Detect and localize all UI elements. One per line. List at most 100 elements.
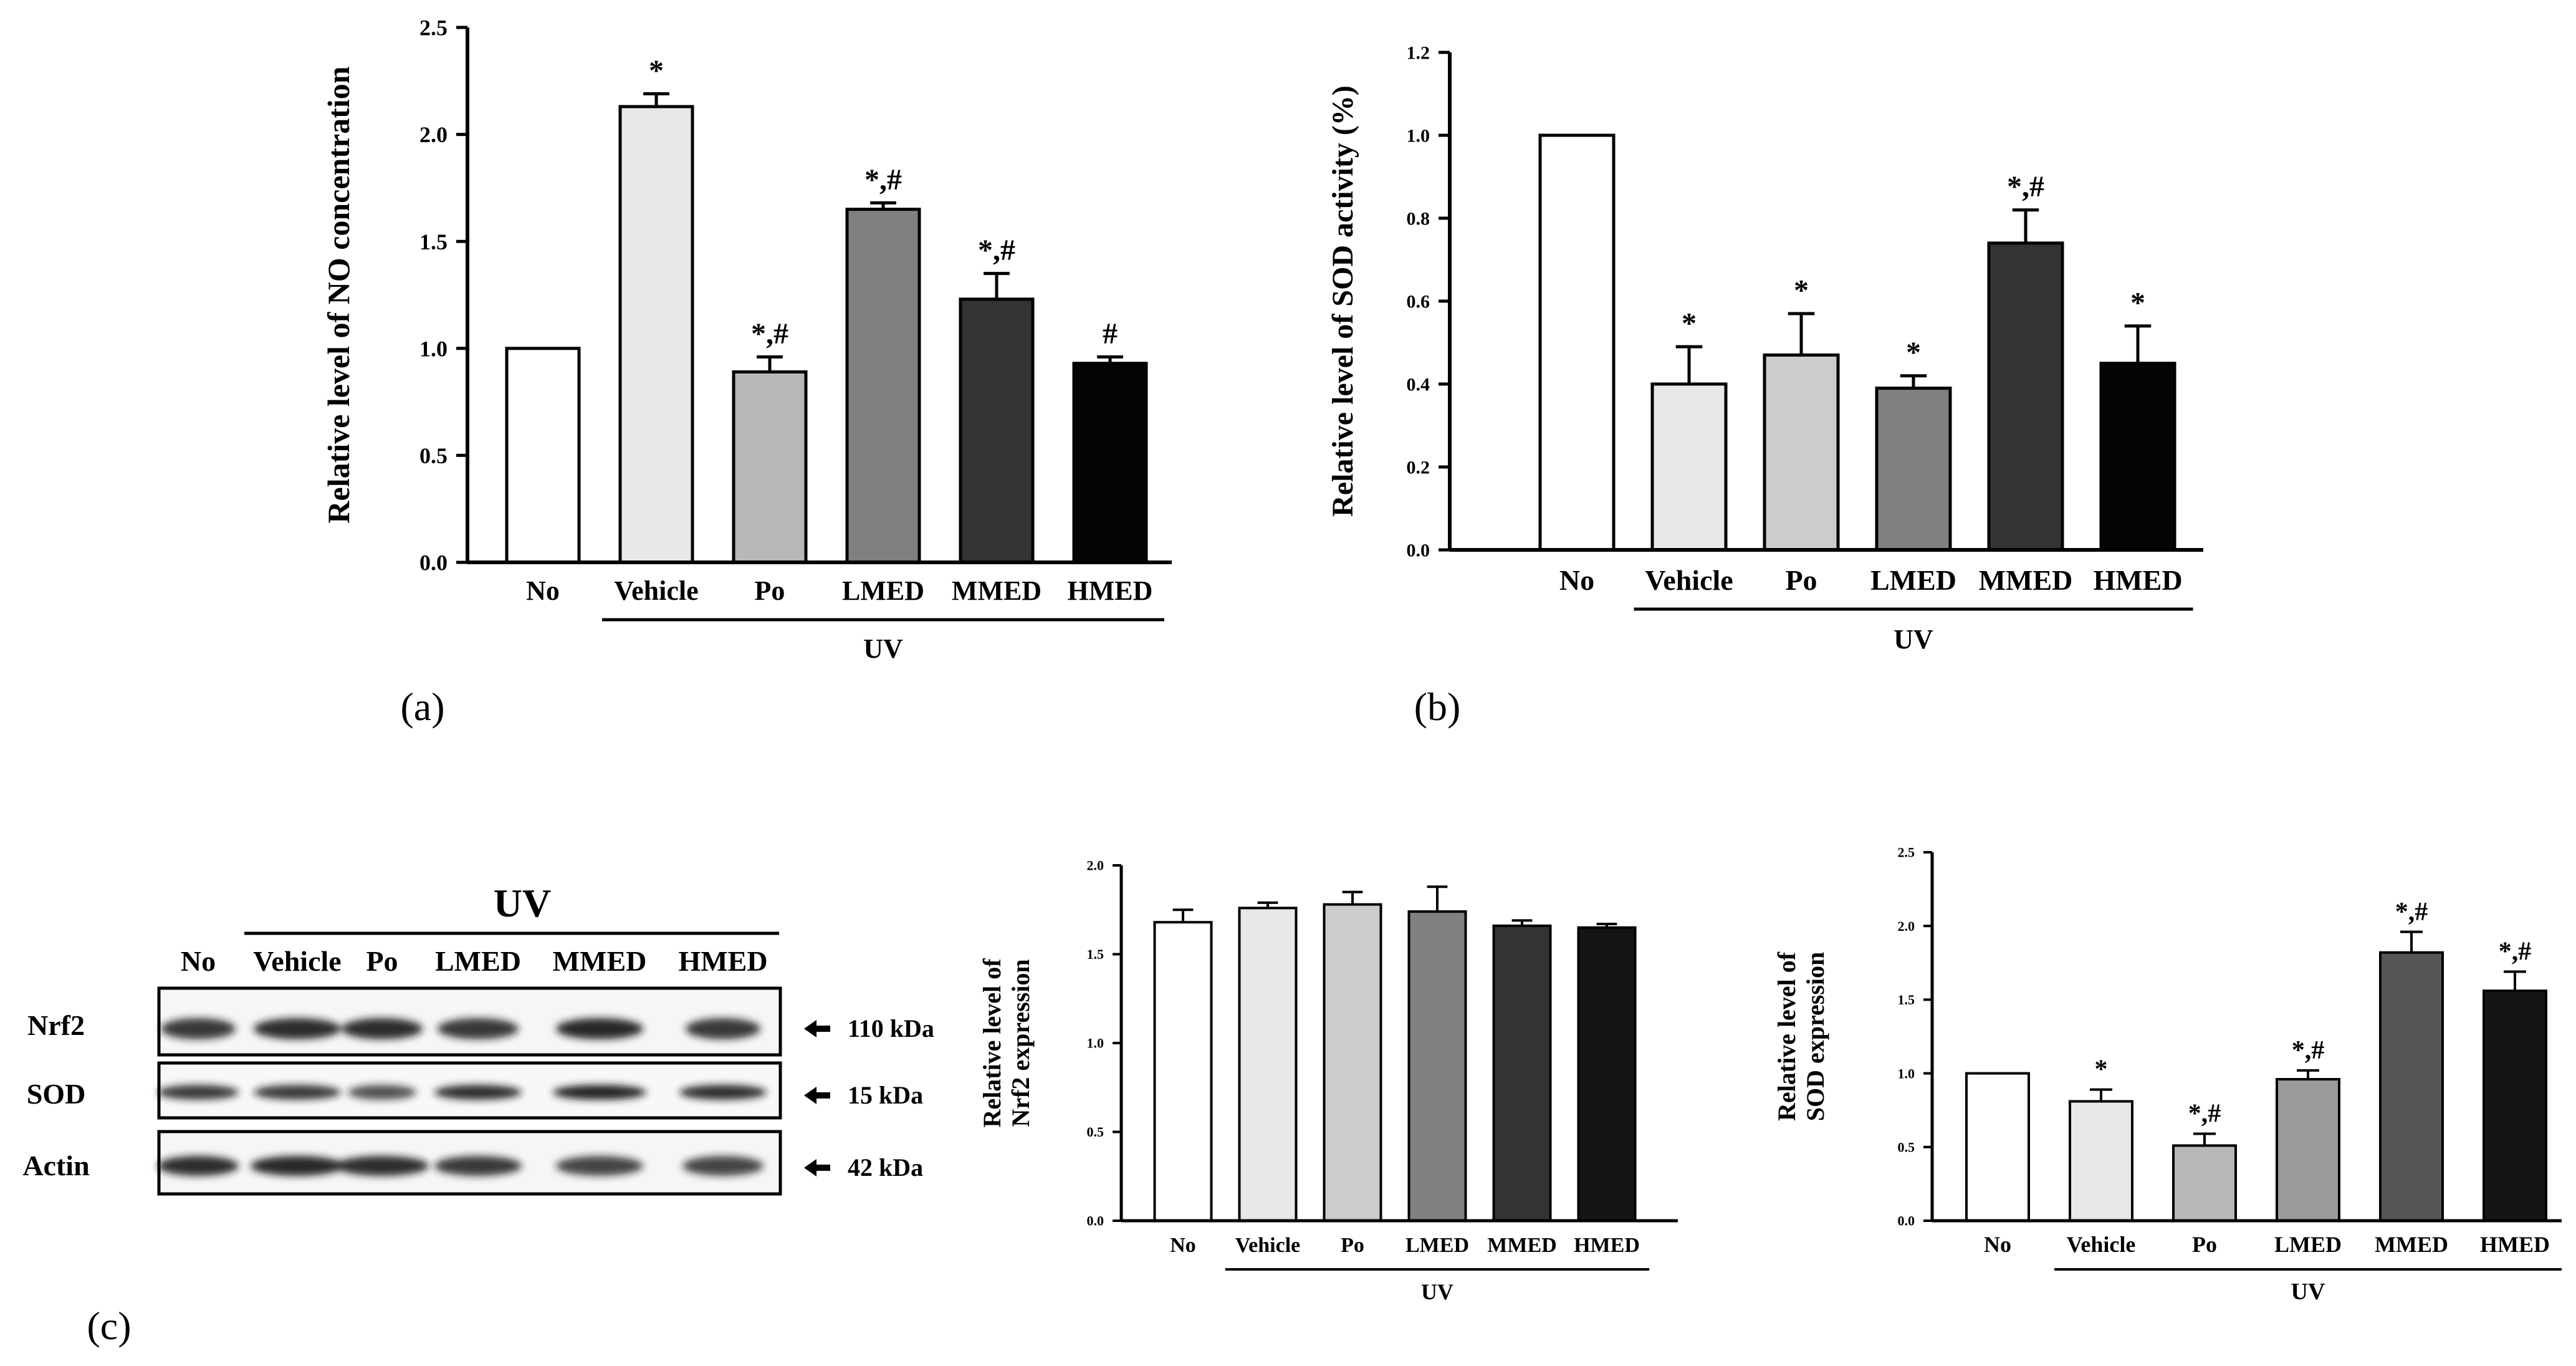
group-label: UV bbox=[1894, 624, 1933, 655]
bar bbox=[2483, 989, 2547, 1222]
y-axis-label: Relative level of NO concentration bbox=[321, 66, 356, 523]
blot-lane-label: LMED bbox=[435, 945, 521, 977]
blot-bands bbox=[158, 1018, 767, 1176]
significance-label: *,# bbox=[864, 163, 902, 196]
y-tick-label: 1.5 bbox=[419, 229, 448, 254]
blot-row-sod: SOD bbox=[27, 1078, 86, 1110]
y-tick-label: 1.5 bbox=[1898, 992, 1915, 1008]
blot-lane-label: Vehicle bbox=[253, 945, 341, 977]
blot-band bbox=[342, 1018, 423, 1039]
x-tick-label: Vehicle bbox=[2067, 1232, 2136, 1257]
blot-band bbox=[254, 1018, 341, 1039]
x-tick-label: Vehicle bbox=[614, 575, 698, 606]
y-tick-label: 2.0 bbox=[1087, 858, 1104, 873]
bar bbox=[618, 105, 694, 564]
y-tick-label: 0.8 bbox=[1407, 209, 1430, 229]
bar bbox=[505, 347, 581, 564]
bar bbox=[1407, 910, 1467, 1222]
significance-label: *,# bbox=[2499, 938, 2532, 966]
blot-band bbox=[556, 1156, 643, 1176]
x-tick-label: MMED bbox=[2375, 1232, 2448, 1257]
y-tick-label: 1.2 bbox=[1407, 43, 1430, 64]
bar bbox=[2069, 1100, 2133, 1222]
y-tick-label: 0.6 bbox=[1407, 292, 1430, 312]
blot-band bbox=[335, 1156, 429, 1176]
blot-band bbox=[434, 1156, 522, 1176]
y-tick-label: 1.5 bbox=[1087, 946, 1104, 962]
panel-label-b: (b) bbox=[1414, 685, 1461, 729]
blot-band bbox=[438, 1018, 519, 1039]
bar bbox=[2172, 1144, 2237, 1223]
blot-band bbox=[251, 1156, 344, 1176]
western-blot: UV No Vehicle Po LMED MMED HMED Nrf2 SOD Acti… bbox=[22, 881, 934, 1196]
y-axis-label: Relative level of bbox=[1773, 951, 1801, 1121]
blot-lane-label: HMED bbox=[678, 945, 767, 977]
bar bbox=[1492, 924, 1552, 1223]
blot-band bbox=[679, 1085, 767, 1100]
x-tick-label: No bbox=[526, 575, 560, 606]
bar bbox=[1238, 907, 1298, 1223]
chart-no-concentration: No * Vehicle *,# Po *,# LMED *,# MMED # HMED 0.0 0.5… bbox=[321, 16, 1172, 664]
group-label: UV bbox=[1421, 1279, 1453, 1304]
y-tick-label: 2.5 bbox=[1898, 845, 1915, 860]
blot-band bbox=[556, 1018, 643, 1039]
x-tick-label: Vehicle bbox=[1235, 1234, 1301, 1257]
bar bbox=[2099, 362, 2176, 552]
y-tick-label: 2.0 bbox=[1898, 918, 1915, 934]
blot-band bbox=[158, 1085, 239, 1100]
x-tick-label: No bbox=[1170, 1234, 1196, 1257]
chart-sod-activity: No * Vehicle * Po * LMED *,# MMED * HMED 0.0 0.2 0.4 0… bbox=[1326, 43, 2203, 655]
y-axis-label: Nrf2 expression bbox=[1007, 959, 1035, 1127]
bar bbox=[2379, 951, 2444, 1222]
significance-label: * bbox=[2095, 1056, 2108, 1084]
y-tick-label: 0.5 bbox=[419, 443, 448, 468]
arrow-icon bbox=[804, 1159, 830, 1176]
y-axis-label: Relative level of bbox=[978, 958, 1006, 1128]
blot-band bbox=[434, 1085, 522, 1100]
significance-label: *,# bbox=[2188, 1100, 2221, 1128]
significance-label: *,# bbox=[2007, 170, 2044, 203]
significance-label: * bbox=[1794, 274, 1809, 307]
significance-label: * bbox=[1906, 336, 1921, 369]
significance-label: *,# bbox=[2395, 898, 2428, 926]
blot-row-actin: Actin bbox=[22, 1150, 89, 1181]
blot-size-actin: 42 kDa bbox=[848, 1153, 923, 1181]
panel-label-c: (c) bbox=[87, 1304, 131, 1348]
bar bbox=[1577, 926, 1637, 1222]
significance-label: * bbox=[649, 54, 664, 87]
y-tick-label: 0.0 bbox=[1898, 1213, 1915, 1229]
y-tick-label: 0.5 bbox=[1087, 1124, 1104, 1140]
blot-row-nrf2: Nrf2 bbox=[27, 1009, 85, 1041]
arrow-icon bbox=[804, 1020, 830, 1037]
blot-band bbox=[686, 1018, 760, 1039]
significance-label: * bbox=[2130, 286, 2145, 319]
y-tick-label: 1.0 bbox=[1087, 1036, 1104, 1051]
x-tick-label: HMED bbox=[2480, 1232, 2550, 1257]
blot-lane-labels: No Vehicle Po LMED MMED HMED bbox=[181, 945, 768, 977]
y-tick-label: 1.0 bbox=[1407, 126, 1430, 147]
y-tick-label: 2.0 bbox=[419, 122, 448, 147]
chart-nrf2-expression: No Vehicle Po LMED MMED HMED 0.0 0.5 1.0 1.5 2.0 Re… bbox=[978, 858, 1678, 1304]
y-tick-label: 0.0 bbox=[1407, 541, 1430, 561]
y-tick-label: 1.0 bbox=[1898, 1065, 1915, 1081]
x-tick-label: MMED bbox=[952, 575, 1041, 606]
y-tick-label: 0.0 bbox=[1087, 1213, 1104, 1229]
y-axis-label: Relative level of SOD activity (%) bbox=[1326, 85, 1359, 517]
x-tick-label: No bbox=[1559, 564, 1594, 596]
bar bbox=[1153, 921, 1213, 1222]
bar bbox=[1650, 382, 1728, 552]
significance-label: *,# bbox=[2292, 1036, 2325, 1065]
x-tick-label: LMED bbox=[2274, 1232, 2342, 1257]
x-tick-label: Po bbox=[2192, 1232, 2217, 1257]
blot-band bbox=[254, 1085, 341, 1100]
x-tick-label: LMED bbox=[1870, 564, 1956, 596]
bar bbox=[1965, 1072, 2030, 1222]
blot-band bbox=[161, 1018, 236, 1039]
group-label: UV bbox=[2291, 1279, 2325, 1305]
y-tick-label: 0.0 bbox=[419, 551, 448, 575]
significance-label: *,# bbox=[978, 234, 1015, 267]
blot-band bbox=[348, 1085, 416, 1100]
blot-band bbox=[682, 1156, 764, 1176]
bar bbox=[1987, 241, 2064, 552]
y-tick-label: 1.0 bbox=[419, 336, 448, 361]
